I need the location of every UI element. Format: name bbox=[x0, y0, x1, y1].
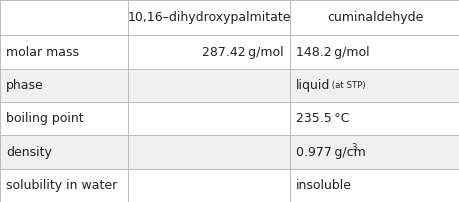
Bar bbox=[0, 35, 128, 69]
Text: molar mass: molar mass bbox=[6, 45, 79, 59]
Bar bbox=[289, 35, 459, 69]
Text: 10,16–dihydroxypalmitate: 10,16–dihydroxypalmitate bbox=[127, 11, 290, 24]
Bar bbox=[128, 169, 289, 202]
Bar bbox=[128, 0, 289, 35]
Bar bbox=[0, 169, 128, 202]
Text: insoluble: insoluble bbox=[295, 179, 351, 192]
Text: 3: 3 bbox=[350, 143, 356, 152]
Text: 148.2 g/mol: 148.2 g/mol bbox=[295, 45, 369, 59]
Text: phase: phase bbox=[6, 79, 44, 92]
Text: 0.977 g/cm: 0.977 g/cm bbox=[295, 145, 365, 159]
Bar bbox=[0, 102, 128, 135]
Bar bbox=[289, 69, 459, 102]
Text: boiling point: boiling point bbox=[6, 112, 84, 125]
Bar bbox=[128, 35, 289, 69]
Bar bbox=[0, 135, 128, 169]
Bar bbox=[289, 135, 459, 169]
Bar bbox=[128, 135, 289, 169]
Bar bbox=[0, 0, 128, 35]
Bar bbox=[289, 169, 459, 202]
Text: cuminaldehyde: cuminaldehyde bbox=[326, 11, 422, 24]
Bar bbox=[128, 102, 289, 135]
Text: solubility in water: solubility in water bbox=[6, 179, 117, 192]
Bar bbox=[0, 69, 128, 102]
Text: liquid: liquid bbox=[295, 79, 330, 92]
Bar bbox=[128, 69, 289, 102]
Text: 287.42 g/mol: 287.42 g/mol bbox=[202, 45, 283, 59]
Text: (at STP): (at STP) bbox=[328, 81, 365, 90]
Text: 235.5 °C: 235.5 °C bbox=[295, 112, 349, 125]
Bar bbox=[289, 0, 459, 35]
Bar bbox=[289, 102, 459, 135]
Text: density: density bbox=[6, 145, 52, 159]
